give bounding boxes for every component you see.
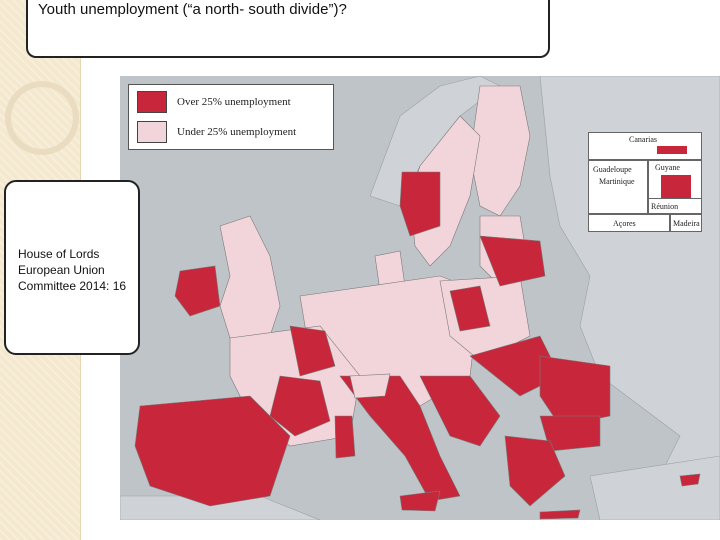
region-italy-north (349, 373, 391, 399)
legend-swatch-over (137, 91, 167, 113)
region-greece (504, 435, 566, 507)
map-legend: Over 25% unemployment Under 25% unemploy… (128, 84, 334, 150)
region-baltic-over (479, 235, 546, 287)
legend-label-over: Over 25% unemployment (177, 96, 291, 108)
inset-label-martinique: Martinique (599, 177, 635, 186)
title-box: Youth unemployment (“a north- south divi… (26, 0, 550, 58)
region-crete (539, 509, 581, 520)
region-poland-over (449, 285, 491, 332)
inset-reunion: Réunion (648, 198, 702, 214)
citation-box: House of Lords European Union Committee … (4, 180, 140, 355)
region-france-south-over (269, 375, 331, 437)
region-italy (339, 375, 461, 502)
region-cyprus (679, 473, 701, 487)
inset-label-guadeloupe: Guadeloupe (593, 165, 632, 174)
inset-label-reunion: Réunion (651, 202, 679, 211)
region-iberia (134, 395, 291, 507)
region-sweden-over (399, 171, 441, 237)
inset-label-acores: Açores (613, 219, 636, 228)
inset-canarias-shape (657, 146, 687, 154)
region-sicily (399, 490, 441, 512)
region-bulgaria (539, 415, 601, 452)
legend-row-over: Over 25% unemployment (137, 91, 291, 113)
inset-madeira: Madeira (670, 214, 702, 232)
legend-swatch-under (137, 121, 167, 143)
inset-guyane-shape (661, 175, 691, 201)
inset-guadeloupe-martinique: Guadeloupe Martinique (588, 160, 648, 214)
legend-label-under: Under 25% unemployment (177, 126, 297, 138)
inset-label-guyane: Guyane (655, 163, 680, 172)
inset-canarias: Canarias (588, 132, 702, 160)
non-eu-land-turkey (589, 455, 720, 520)
slide-title: Youth unemployment (“a north- south divi… (38, 1, 347, 18)
citation-line-2: European Union (18, 263, 105, 277)
europe-youth-unemployment-map: Canarias Guadeloupe Martinique Guyane Ré… (120, 76, 720, 520)
region-croatia (419, 375, 501, 447)
citation-text: House of Lords European Union Committee … (18, 246, 138, 294)
citation-line-1: House of Lords (18, 247, 100, 261)
region-sardinia (334, 415, 356, 459)
citation-line-3: Committee 2014: 16 (18, 279, 127, 293)
region-ireland (174, 265, 221, 317)
inset-label-madeira: Madeira (673, 219, 700, 228)
inset-acores: Açores (588, 214, 670, 232)
decorative-ring (0, 70, 90, 166)
region-france-north-over (289, 325, 336, 377)
inset-label-canarias: Canarias (629, 135, 657, 144)
legend-row-under: Under 25% unemployment (137, 121, 296, 143)
